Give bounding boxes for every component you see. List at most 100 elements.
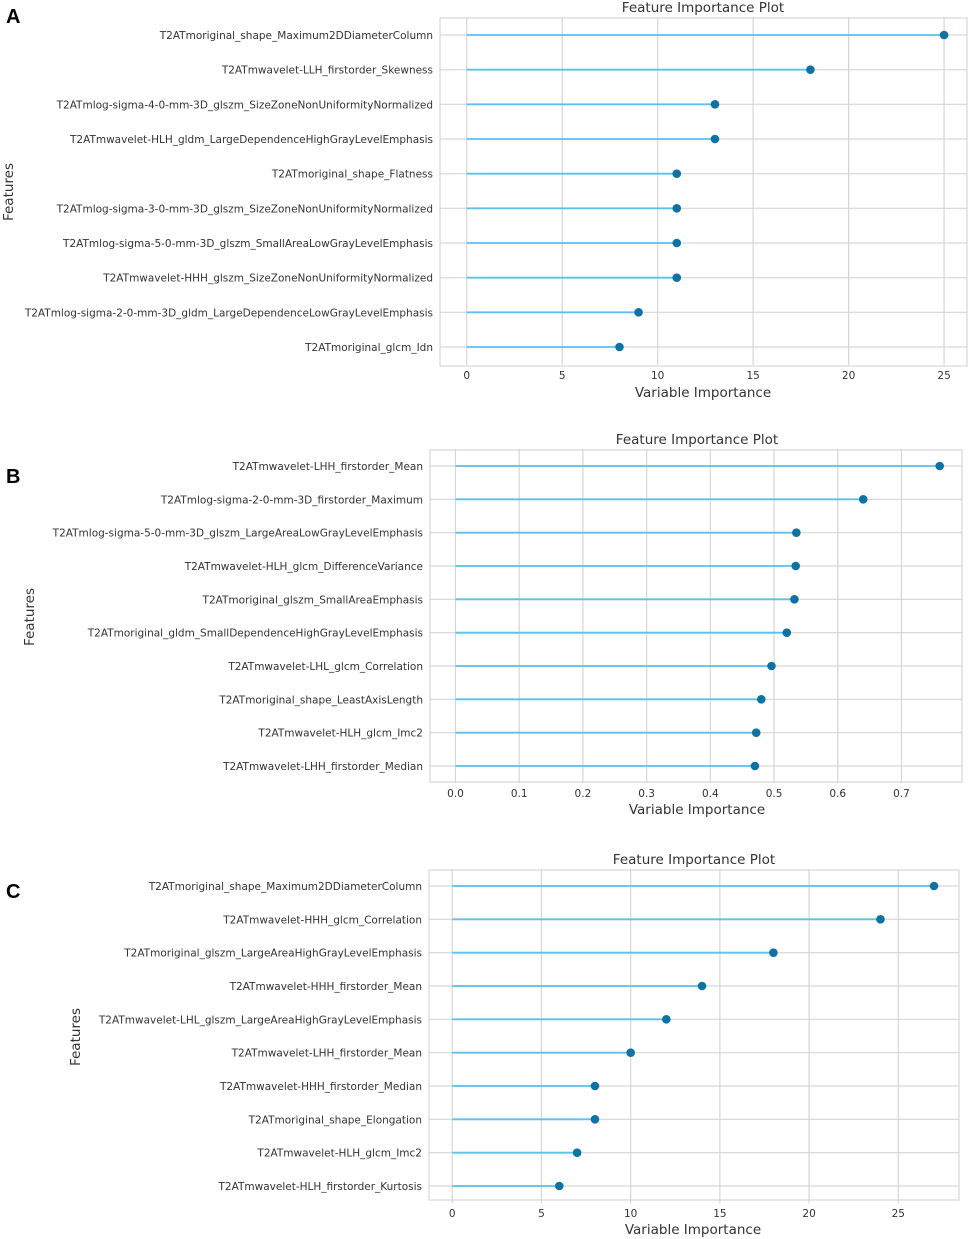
feature-label: T2ATmoriginal_gldm_SmallDependenceHighGr…	[87, 628, 423, 640]
x-tick-label: 0.7	[893, 788, 910, 800]
data-point	[590, 1081, 600, 1091]
feature-label: T2ATmwavelet-HLH_gldm_LargeDependenceHig…	[69, 134, 433, 146]
x-tick-label: 0.0	[447, 788, 464, 800]
feature-label: T2ATmoriginal_shape_Flatness	[271, 169, 433, 181]
data-point	[929, 881, 939, 891]
chart-title: Feature Importance Plot	[622, 0, 784, 16]
panel-label-a: A	[6, 6, 20, 28]
feature-label: T2ATmoriginal_shape_Elongation	[248, 1114, 422, 1126]
feature-label: T2ATmlog-sigma-2-0-mm-3D_firstorder_Maxi…	[160, 494, 423, 506]
x-tick-label: 5	[538, 1208, 545, 1220]
chart-panel-c: T2ATmoriginal_shape_Maximum2DDiameterCol…	[68, 852, 960, 1238]
x-tick-label: 0.4	[702, 788, 719, 800]
x-axis-title: Variable Importance	[625, 1222, 761, 1238]
data-point	[939, 30, 949, 40]
data-point	[769, 948, 778, 957]
feature-label: T2ATmwavelet-LHL_glszm_LargeAreaHighGray…	[98, 1014, 422, 1026]
feature-label: T2ATmoriginal_glcm_Idn	[304, 342, 433, 354]
panel-label-b: B	[6, 466, 20, 488]
x-tick-labels: 0 5 10 15 20 25	[463, 370, 950, 382]
data-point	[672, 238, 682, 248]
plot-frame	[429, 449, 963, 783]
chart-title: Feature Importance Plot	[613, 852, 775, 868]
feature-label: T2ATmoriginal_shape_Maximum2DDiameterCol…	[159, 30, 433, 42]
x-tick-label: 15	[713, 1208, 726, 1220]
data-point	[750, 761, 760, 771]
y-axis-title: Features	[22, 588, 38, 646]
plot-frame	[428, 869, 960, 1201]
chart-panel-b: T2ATmwavelet-LHH_firstorder_Mean T2ATmlog…	[22, 432, 963, 818]
stem-lines	[466, 34, 945, 348]
data-point	[792, 528, 801, 537]
data-point	[935, 461, 945, 471]
x-tick-labels: 0 5 10 15 20 25	[449, 1208, 905, 1220]
feature-label: T2ATmoriginal_glszm_SmallAreaEmphasis	[202, 594, 423, 606]
feature-label: T2ATmwavelet-LHH_firstorder_Mean	[232, 461, 423, 473]
data-point	[751, 728, 761, 737]
data-point	[858, 495, 868, 504]
feature-labels: T2ATmoriginal_shape_Maximum2DDiameterCol…	[24, 30, 433, 354]
data-point	[554, 1181, 564, 1191]
feature-label: T2ATmwavelet-LHH_firstorder_Median	[222, 761, 423, 773]
data-point	[626, 1048, 635, 1057]
feature-label: T2ATmlog-sigma-2-0-mm-3D_gldm_LargeDepen…	[24, 307, 433, 319]
x-axis-title: Variable Importance	[629, 802, 765, 818]
data-point	[767, 661, 776, 671]
feature-label: T2ATmlog-sigma-5-0-mm-3D_glszm_SmallArea…	[62, 238, 433, 250]
data-point	[672, 273, 682, 282]
x-tick-label: 10	[624, 1208, 637, 1220]
x-tick-label: 25	[892, 1208, 905, 1220]
feature-labels: T2ATmwavelet-LHH_firstorder_Mean T2ATmlog…	[52, 461, 423, 773]
data-point	[662, 1015, 671, 1024]
feature-label: T2ATmlog-sigma-3-0-mm-3D_glszm_SizeZoneN…	[56, 203, 433, 215]
feature-label: T2ATmwavelet-HLH_glcm_Imc2	[256, 1148, 422, 1160]
x-tick-label: 25	[937, 370, 950, 382]
data-point	[710, 134, 720, 144]
feature-label: T2ATmwavelet-HHH_firstorder_Median	[219, 1081, 422, 1093]
stem-lines	[452, 885, 935, 1187]
data-point	[672, 204, 682, 213]
feature-labels: T2ATmoriginal_shape_Maximum2DDiameterCol…	[98, 881, 422, 1193]
x-tick-label: 15	[746, 370, 759, 382]
data-point	[790, 595, 799, 604]
data-point	[876, 915, 885, 924]
feature-label: T2ATmwavelet-HHH_glcm_Correlation	[222, 914, 422, 926]
data-point	[590, 1115, 600, 1124]
feature-label: T2ATmoriginal_glszm_LargeAreaHighGrayLev…	[123, 948, 422, 960]
data-point	[782, 628, 792, 637]
x-tick-label: 0	[463, 370, 470, 382]
feature-label: T2ATmwavelet-HHH_firstorder_Mean	[229, 981, 422, 993]
stem-lines	[455, 465, 940, 767]
plot-frame	[439, 17, 968, 367]
panel-label-c: C	[6, 881, 20, 903]
feature-label: T2ATmlog-sigma-4-0-mm-3D_glszm_SizeZoneN…	[56, 99, 433, 111]
x-tick-label: 5	[559, 370, 566, 382]
y-axis-title: Features	[68, 1008, 84, 1066]
data-point	[757, 695, 766, 704]
x-tick-label: 0.6	[829, 788, 846, 800]
data-point	[615, 342, 624, 352]
feature-label: T2ATmwavelet-LLH_firstorder_Skewness	[221, 65, 433, 77]
x-tick-label: 20	[802, 1208, 815, 1220]
data-markers	[615, 30, 949, 352]
x-tick-labels: 0.0 0.1 0.2 0.3 0.4 0.5 0.6 0.7	[447, 788, 910, 800]
x-tick-label: 20	[842, 370, 855, 382]
data-point	[697, 981, 707, 991]
chart-title: Feature Importance Plot	[616, 432, 778, 448]
feature-label: T2ATmwavelet-HLH_glcm_DifferenceVariance	[184, 561, 423, 573]
x-tick-label: 0.3	[638, 788, 655, 800]
data-markers	[554, 881, 939, 1191]
feature-label: T2ATmoriginal_shape_LeastAxisLength	[218, 694, 423, 706]
x-tick-label: 0.1	[511, 788, 528, 800]
data-point	[791, 561, 801, 571]
feature-label: T2ATmoriginal_shape_Maximum2DDiameterCol…	[148, 881, 422, 893]
x-tick-label: 10	[651, 370, 664, 382]
x-tick-label: 0	[449, 1208, 456, 1220]
feature-label: T2ATmwavelet-LHH_firstorder_Mean	[231, 1048, 422, 1060]
feature-label: T2ATmwavelet-HLH_glcm_Imc2	[257, 728, 423, 740]
data-markers	[750, 461, 945, 771]
chart-panel-a: T2ATmoriginal_shape_Maximum2DDiameterCol…	[1, 0, 968, 401]
x-tick-label: 0.5	[766, 788, 783, 800]
data-point	[710, 100, 720, 109]
